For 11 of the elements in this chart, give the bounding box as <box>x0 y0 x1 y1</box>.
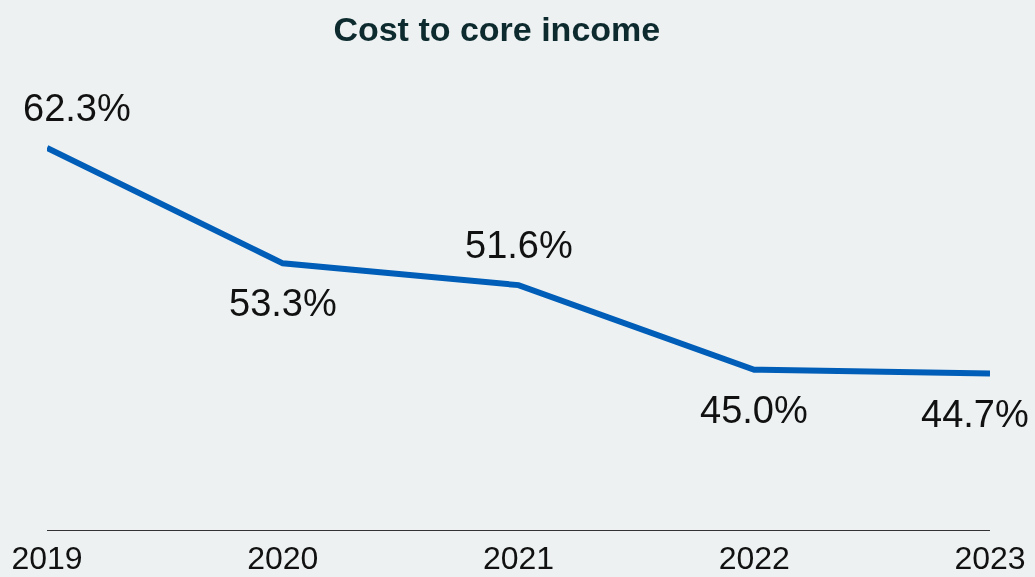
x-tick-label: 2021 <box>482 540 555 577</box>
data-label: 53.3% <box>229 282 337 324</box>
data-label: 45.0% <box>700 389 808 431</box>
data-label: 44.7% <box>921 393 1029 435</box>
data-label: 62.3% <box>23 87 131 129</box>
x-tick-label: 2019 <box>11 540 83 577</box>
chart-title: Cost to core income <box>333 10 661 49</box>
data-label: 51.6% <box>465 224 573 266</box>
x-tick-label: 2023 <box>954 540 1026 577</box>
x-tick-label: 2020 <box>247 540 319 577</box>
x-tick-label: 2022 <box>718 540 790 577</box>
